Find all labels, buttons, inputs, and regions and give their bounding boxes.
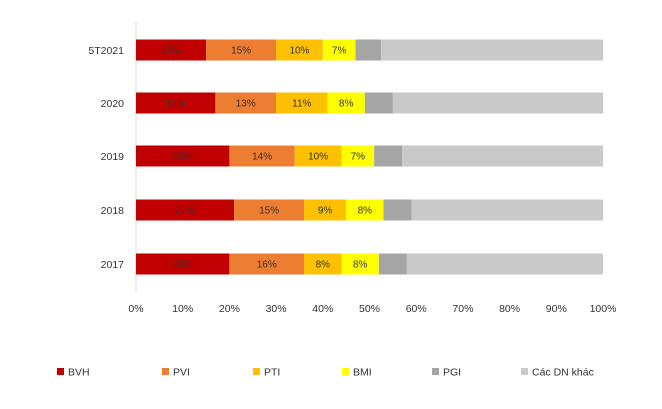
legend-label-pti: PTI (264, 367, 280, 379)
legend-swatch-pgi (432, 368, 439, 375)
legend-swatch-pvi (162, 368, 169, 375)
data-label-bvh-2018: 21% (175, 206, 195, 217)
legend-swatch-bvh (57, 368, 64, 375)
data-label-pti-2020: 11% (292, 99, 311, 110)
data-label-pvi-2018: 15% (259, 206, 279, 217)
category-label-2020: 2020 (101, 98, 125, 110)
data-label-bvh-5t2021: 15% (161, 46, 181, 57)
category-label-5t2021: 5T2021 (88, 45, 124, 57)
bar-bmi-2018 (346, 199, 384, 221)
legend-item-cac-dn-khac: Các DN khác (521, 367, 594, 379)
data-label-pvi-2017: 16% (257, 260, 277, 271)
bar-pgi-2018 (383, 199, 412, 221)
legend-item-pti: PTI (253, 367, 280, 379)
bar-pvi-2020 (215, 92, 277, 114)
data-label-pvi-2020: 13% (236, 99, 256, 110)
x-tick-label-0: 0% (128, 303, 143, 315)
bar-bmi-2020 (327, 92, 365, 114)
legend-label-cac-dn-khac: Các DN khác (532, 367, 594, 379)
data-label-pti-2018: 9% (318, 206, 333, 217)
legend-item-bvh: BVH (57, 367, 90, 379)
x-tick-label-10: 10% (172, 303, 193, 315)
data-label-bmi-2020: 8% (339, 99, 354, 110)
bar-pgi-2020 (364, 92, 393, 114)
data-label-bmi-5t2021: 7% (332, 46, 347, 57)
data-label-bvh-2017: 20% (173, 260, 193, 271)
legend-swatch-bmi (342, 368, 349, 375)
bar-pvi-5t2021 (206, 39, 277, 61)
bar-pti-5t2021 (276, 39, 323, 61)
bar-cac-dn-khac-5t2021 (381, 39, 603, 61)
category-label-2017: 2017 (101, 259, 125, 271)
bar-bvh-5t2021 (136, 39, 207, 61)
data-label-bmi-2019: 7% (351, 152, 366, 163)
x-tick-label-60: 60% (406, 303, 427, 315)
legend-swatch-pti (253, 368, 260, 375)
bar-cac-dn-khac-2017 (406, 253, 603, 275)
bar-pti-2017 (304, 253, 342, 275)
legend-item-pgi: PGI (432, 367, 461, 379)
data-label-bvh-2019: 20% (173, 152, 193, 163)
legend-label-bvh: BVH (68, 367, 90, 379)
legend-label-pgi: PGI (443, 367, 461, 379)
x-tick-label-50: 50% (359, 303, 380, 315)
data-label-pvi-5t2021: 15% (231, 46, 251, 57)
bar-pti-2020 (276, 92, 328, 114)
bar-bvh-2020 (136, 92, 216, 114)
bar-bmi-2017 (341, 253, 379, 275)
bar-bvh-2017 (136, 253, 230, 275)
bar-cac-dn-khac-2019 (402, 145, 603, 167)
bar-pvi-2017 (229, 253, 305, 275)
data-label-bmi-2018: 8% (358, 206, 373, 217)
bar-pgi-2017 (378, 253, 407, 275)
x-tick-label-40: 40% (312, 303, 333, 315)
category-label-2019: 2019 (101, 151, 125, 163)
x-tick-label-90: 90% (546, 303, 567, 315)
data-label-pti-2017: 8% (316, 260, 331, 271)
x-tick-label-30: 30% (266, 303, 287, 315)
data-label-pvi-2019: 14% (252, 152, 272, 163)
bar-pti-2018 (304, 199, 347, 221)
data-label-pti-5t2021: 10% (289, 46, 309, 57)
legend-label-pvi: PVI (173, 367, 190, 379)
bar-bvh-2018 (136, 199, 235, 221)
x-tick-label-80: 80% (499, 303, 520, 315)
bar-bmi-2019 (341, 145, 375, 167)
legend-item-pvi: PVI (162, 367, 190, 379)
legend-label-bmi: BMI (353, 367, 372, 379)
bar-pgi-5t2021 (355, 39, 382, 61)
x-tick-label-100: 100% (590, 303, 617, 315)
bar-pvi-2019 (229, 145, 295, 167)
data-label-bmi-2017: 8% (353, 260, 368, 271)
data-label-bvh-2020: 17% (166, 99, 186, 110)
bar-cac-dn-khac-2018 (411, 199, 603, 221)
bar-pti-2019 (294, 145, 342, 167)
bar-cac-dn-khac-2020 (392, 92, 603, 114)
legend-swatch-cac-dn-khac (521, 368, 528, 375)
x-tick-label-20: 20% (219, 303, 240, 315)
x-tick-label-70: 70% (452, 303, 473, 315)
category-label-2018: 2018 (101, 205, 125, 217)
bar-pgi-2019 (374, 145, 403, 167)
bar-pvi-2018 (234, 199, 305, 221)
legend-item-bmi: BMI (342, 367, 372, 379)
bar-bvh-2019 (136, 145, 230, 167)
bar-bmi-5t2021 (322, 39, 356, 61)
data-label-pti-2019: 10% (308, 152, 328, 163)
